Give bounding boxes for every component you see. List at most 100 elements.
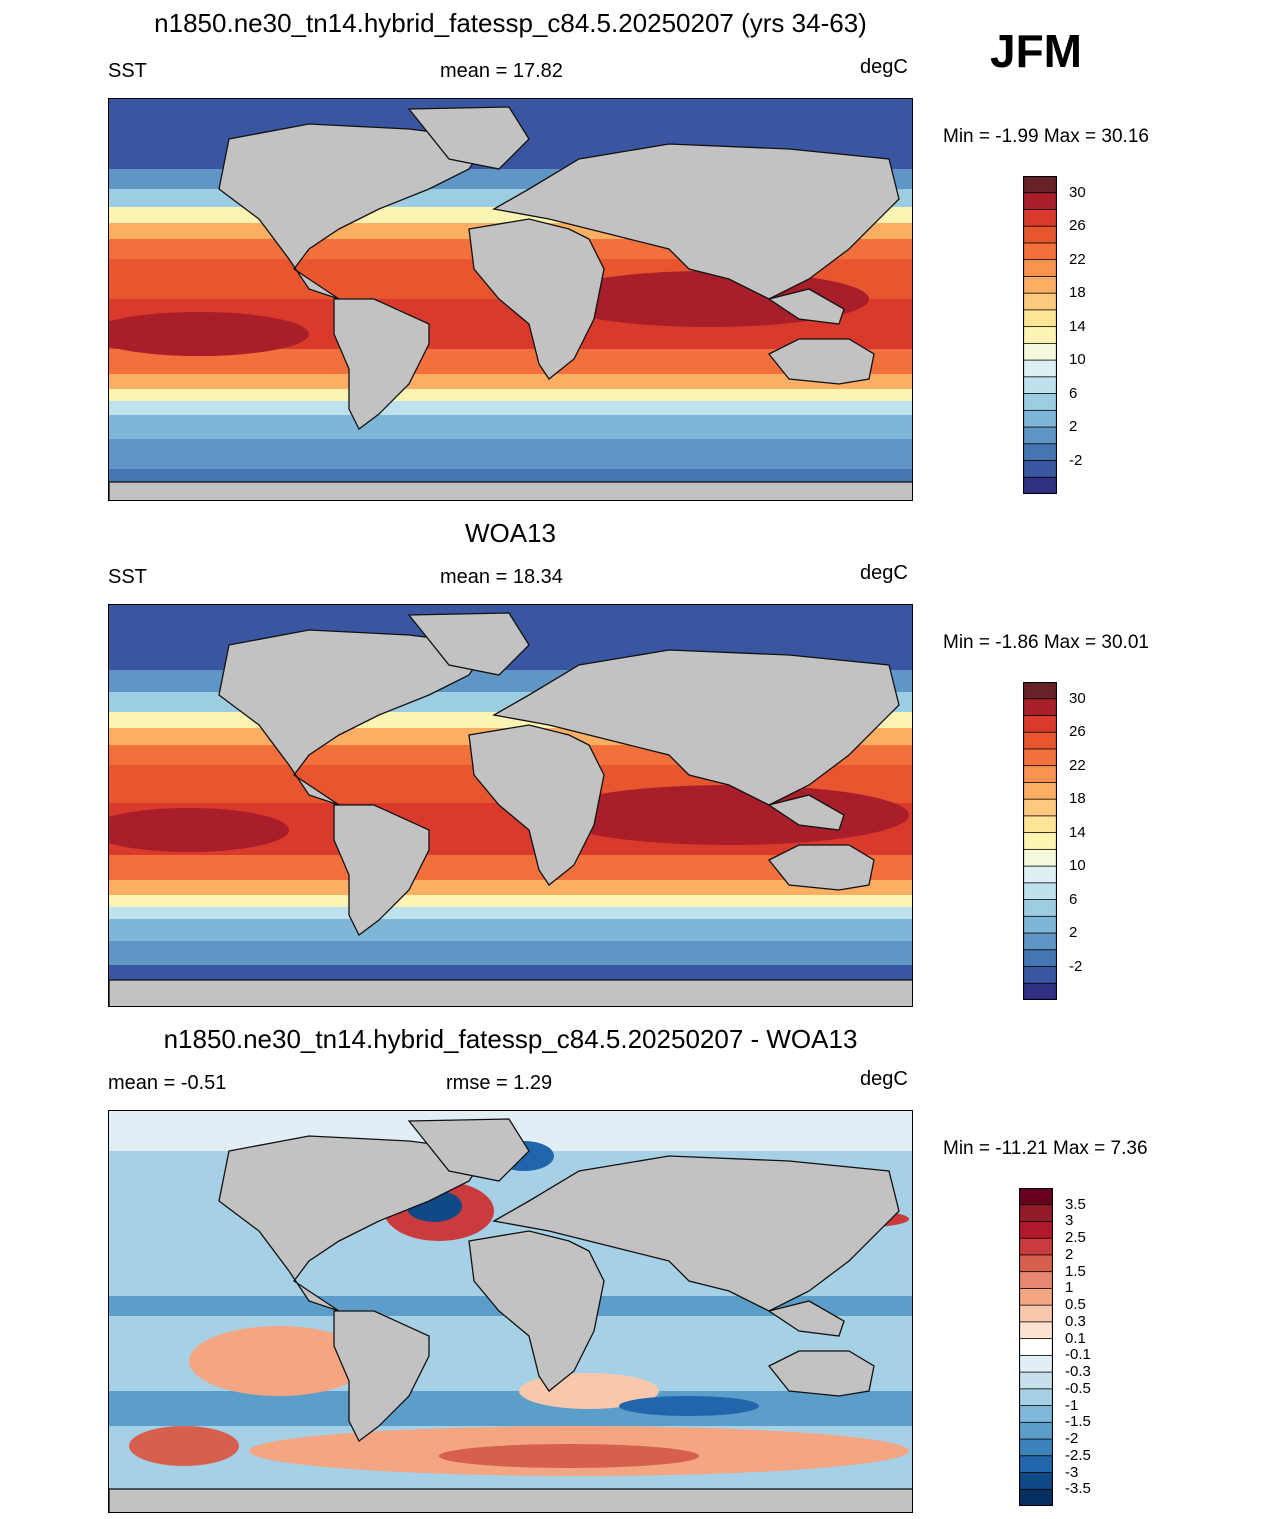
panel-2-units: degC	[860, 562, 908, 584]
colorbar-tick-label: 10	[1069, 857, 1086, 875]
colorbar-swatch	[1022, 209, 1058, 228]
colorbar-swatch	[1018, 1187, 1054, 1206]
colorbar-tick-label: -3	[1065, 1463, 1079, 1481]
panel-1-mean: mean = 17.82	[440, 60, 563, 82]
colorbar-swatch	[1018, 1271, 1054, 1290]
colorbar-tick-label: -2	[1069, 957, 1083, 975]
colorbar-tick-label: 6	[1069, 890, 1078, 908]
colorbar-swatch	[1022, 242, 1058, 261]
colorbar-swatch	[1018, 1421, 1054, 1440]
colorbar-swatch	[1018, 1221, 1054, 1240]
colorbar-swatch	[1018, 1488, 1054, 1507]
colorbar-tick-label: 14	[1069, 823, 1086, 841]
colorbar-tick-label: 2	[1069, 418, 1078, 436]
colorbar-swatch	[1022, 731, 1058, 750]
colorbar-tick-label: 0.1	[1065, 1329, 1086, 1347]
colorbar-swatch	[1022, 460, 1058, 479]
colorbar-tick-label: 10	[1069, 351, 1086, 369]
panel-1-minmax: Min = -1.99 Max = 30.16	[943, 126, 1149, 147]
colorbar-swatch	[1022, 698, 1058, 717]
colorbar-tick-label: 2.5	[1065, 1229, 1086, 1247]
colorbar-swatch	[1018, 1237, 1054, 1256]
colorbar-tick-label: 22	[1069, 250, 1086, 268]
colorbar-swatch	[1022, 393, 1058, 412]
panel-1-units: degC	[860, 56, 908, 78]
panel-3-units: degC	[860, 1068, 908, 1090]
colorbar-swatch	[1018, 1321, 1054, 1340]
colorbar-swatch	[1018, 1338, 1054, 1357]
colorbar-swatch	[1022, 342, 1058, 362]
colorbar-swatch	[1022, 798, 1058, 817]
panel-2-colorbar	[1022, 681, 1058, 1005]
colorbar-swatch	[1022, 326, 1058, 345]
colorbar-swatch	[1022, 982, 1058, 1001]
colorbar-swatch	[1018, 1455, 1054, 1474]
panel-2-mean: mean = 18.34	[440, 566, 563, 588]
colorbar-tick-label: 1	[1065, 1279, 1074, 1297]
colorbar-swatch	[1018, 1204, 1054, 1223]
colorbar-swatch	[1022, 409, 1058, 428]
colorbar-tick-label: 0.5	[1065, 1296, 1086, 1314]
colorbar-swatch	[1022, 782, 1058, 801]
colorbar-tick-label: 14	[1069, 317, 1086, 335]
colorbar-tick-label: 2	[1065, 1245, 1074, 1263]
colorbar-tick-label: 18	[1069, 790, 1086, 808]
colorbar-tick-label: -2.5	[1065, 1446, 1091, 1464]
colorbar-tick-label: 30	[1069, 689, 1086, 707]
panel-3-title: n1850.ne30_tn14.hybrid_fatessp_c84.5.202…	[163, 1024, 858, 1054]
colorbar-swatch	[1018, 1388, 1054, 1407]
colorbar-tick-label: -0.3	[1065, 1363, 1091, 1381]
colorbar-swatch	[1022, 359, 1058, 378]
colorbar-tick-label: -1.5	[1065, 1413, 1091, 1431]
panel-1-variable: SST	[108, 60, 147, 82]
colorbar-swatch	[1022, 292, 1058, 311]
colorbar-tick-label: 0.3	[1065, 1312, 1086, 1330]
colorbar-swatch	[1022, 949, 1058, 968]
panel-3-minmax: Min = -11.21 Max = 7.36	[943, 1138, 1148, 1159]
colorbar-swatch	[1022, 426, 1058, 445]
colorbar-swatch	[1022, 932, 1058, 951]
colorbar-tick-label: -3.5	[1065, 1480, 1091, 1498]
panel-3-mean: mean = -0.51	[108, 1072, 227, 1094]
colorbar-swatch	[1018, 1405, 1054, 1424]
colorbar-swatch	[1022, 815, 1058, 834]
panel-3-colorbar-swatches	[1018, 1187, 1054, 1507]
colorbar-tick-label: -2	[1069, 451, 1083, 469]
colorbar-tick-label: -1	[1065, 1396, 1079, 1414]
colorbar-outline	[1022, 175, 1058, 495]
colorbar-swatch	[1022, 748, 1058, 767]
colorbar-swatch	[1022, 259, 1058, 278]
colorbar-swatch	[1018, 1472, 1054, 1491]
colorbar-swatch	[1022, 765, 1058, 784]
colorbar-swatch	[1018, 1371, 1054, 1390]
colorbar-swatch	[1022, 225, 1058, 244]
colorbar-swatch	[1022, 276, 1058, 295]
panel-3-map	[108, 1110, 913, 1513]
colorbar-outline	[1018, 1187, 1054, 1507]
panel-1-title: n1850.ne30_tn14.hybrid_fatessp_c84.5.202…	[154, 8, 867, 38]
colorbar-tick-label: -0.5	[1065, 1379, 1091, 1397]
colorbar-tick-label: 1.5	[1065, 1262, 1086, 1280]
colorbar-tick-label: 2	[1069, 924, 1078, 942]
colorbar-tick-label: 6	[1069, 384, 1078, 402]
colorbar-swatch	[1022, 376, 1058, 395]
panel-3-rmse: rmse = 1.29	[446, 1072, 553, 1094]
colorbar-tick-label: 30	[1069, 183, 1086, 201]
panel-2-minmax: Min = -1.86 Max = 30.01	[943, 632, 1149, 653]
colorbar-swatch	[1022, 681, 1058, 700]
colorbar-swatch	[1018, 1354, 1054, 1374]
colorbar-swatch	[1022, 865, 1058, 884]
panel-2-variable: SST	[108, 566, 147, 588]
colorbar-swatch	[1022, 915, 1058, 934]
colorbar-tick-label: -2	[1065, 1430, 1079, 1448]
colorbar-swatch	[1018, 1304, 1054, 1323]
colorbar-tick-label: 3	[1065, 1212, 1074, 1230]
colorbar-swatch	[1022, 899, 1058, 918]
colorbar-tick-label: -0.1	[1065, 1346, 1091, 1364]
panel-2-map	[108, 604, 913, 1007]
colorbar-tick-label: 26	[1069, 217, 1086, 235]
colorbar-tick-label: 3.5	[1065, 1195, 1086, 1213]
colorbar-swatch	[1022, 848, 1058, 868]
colorbar-swatch	[1022, 966, 1058, 985]
season-label: JFM	[990, 25, 1082, 77]
